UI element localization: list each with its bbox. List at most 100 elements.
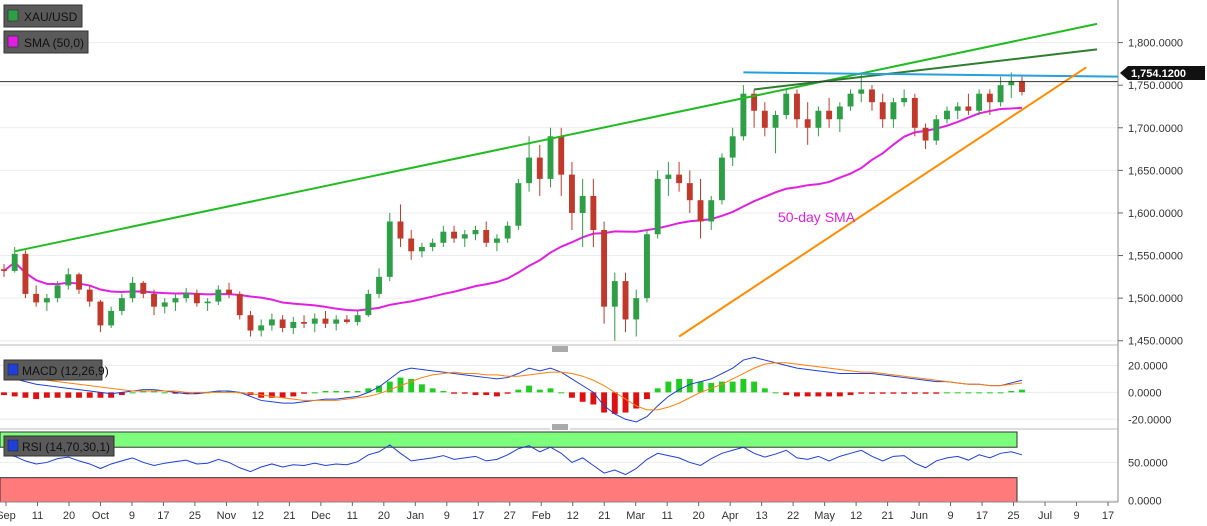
macd-hist-bar [965, 392, 972, 394]
sma-legend-text: SMA (50,0) [24, 36, 84, 50]
candle-body [258, 325, 265, 331]
macd-hist-bar [536, 389, 543, 393]
macd-hist-bar [301, 392, 307, 394]
pane-resize-handle[interactable] [550, 424, 570, 430]
candle-body [97, 301, 104, 326]
x-tick-label: 17 [976, 510, 988, 522]
candle-body [43, 298, 50, 303]
price-tick-label: 1,650.0000 [1128, 165, 1183, 177]
axes [0, 0, 1119, 503]
macd-hist-bar [151, 391, 157, 393]
candle-body [290, 322, 297, 328]
candle-body [719, 157, 725, 201]
candle-body [311, 318, 318, 324]
candle-body [215, 289, 222, 302]
candle-body [140, 282, 147, 294]
channel-mid-line [753, 48, 1098, 91]
price-tick-label: 1,550.0000 [1128, 251, 1183, 263]
macd-hist-bar [483, 392, 490, 396]
rsi-legend[interactable]: RSI (14,70,30,1) [3, 435, 115, 457]
macd-hist-bar [429, 388, 436, 393]
macd-hist-bar [418, 384, 425, 393]
x-tick-label: 25 [1007, 510, 1019, 522]
macd-hist-bar [333, 391, 340, 393]
macd-hist-bar [890, 392, 897, 394]
macd-hist-bar [397, 377, 404, 393]
macd-hist-bar [590, 392, 597, 405]
candle-body [804, 119, 811, 128]
candle-body [365, 293, 372, 316]
candle-body [933, 119, 940, 141]
pane-resize-handle[interactable] [550, 346, 570, 352]
rsi-zones [0, 431, 1018, 503]
candle-body [751, 93, 758, 111]
macd-hist-bar [804, 392, 811, 397]
macd-line-path [3, 356, 1023, 423]
macd-hist-bar [386, 381, 393, 393]
macd-hist-bar [633, 392, 640, 409]
macd-hist-bar [783, 392, 790, 396]
macd-hist-bar [1019, 389, 1025, 393]
candle-body [504, 225, 511, 239]
macd-hist-bar [108, 392, 115, 398]
macd-hist-bar [504, 392, 511, 394]
macd-hist-bar [944, 392, 950, 394]
x-tick-label: Sep [0, 510, 16, 522]
price-tick-label: 1,700.0000 [1128, 123, 1183, 135]
candle-body [601, 230, 608, 307]
rsi-oversold-zone [0, 477, 1018, 503]
macd-hist-bar [933, 392, 940, 394]
macd-hist-bar [322, 391, 329, 393]
candle-body [922, 127, 929, 141]
candle-body [590, 195, 597, 230]
macd-hist-bar [911, 392, 918, 394]
symbol-label[interactable]: XAU/USD [3, 4, 83, 28]
sma-legend[interactable]: SMA (50,0) [3, 30, 89, 54]
price-tick-label: 1,600.0000 [1128, 208, 1183, 220]
macd-hist-bar [86, 392, 93, 398]
price-tick-label: 1,450.0000 [1128, 336, 1183, 348]
macd-lines [3, 356, 1023, 423]
price-grid [0, 42, 1118, 342]
macd-hist-bar [215, 391, 222, 393]
candle-body [301, 322, 307, 324]
candle-body [183, 293, 190, 299]
candle-body [172, 298, 179, 303]
macd-legend[interactable]: MACD (12,26,9) [3, 359, 109, 381]
rsi-path [3, 444, 1023, 476]
x-tick-label: 20 [693, 510, 705, 522]
x-tick-label: May [814, 510, 835, 522]
candle-body [836, 106, 843, 120]
candle-body [869, 89, 875, 103]
macd-hist-bar [826, 392, 833, 397]
candle-body [226, 289, 232, 294]
macd-hist-bar [515, 389, 522, 393]
macd-hist-bar [140, 391, 147, 393]
macd-hist-bar [268, 392, 275, 398]
candle-body [879, 102, 886, 120]
candle-body [858, 89, 865, 94]
macd-tick-label: -20.0000 [1128, 414, 1171, 426]
macd-hist-bar [11, 392, 18, 397]
macd-hist-bar [493, 392, 500, 397]
candle-body [676, 174, 683, 184]
macd-hist-bar [43, 392, 50, 398]
macd-legend-text: MACD (12,26,9) [22, 364, 109, 378]
candle-body [151, 293, 157, 307]
candle-body [986, 93, 993, 103]
candle-body [461, 234, 468, 239]
rsi-line [3, 444, 1023, 476]
macd-hist-bar [869, 392, 875, 394]
sma-annotation: 50-day SMA [778, 209, 856, 225]
x-tick-label: Jun [910, 510, 928, 522]
candle-body [397, 221, 404, 239]
candle-body [472, 230, 479, 235]
macd-hist-bar [472, 392, 479, 396]
macd-hist-bar [33, 392, 40, 400]
price-tick-label: 1,500.0000 [1128, 293, 1183, 305]
candle-body [408, 238, 415, 252]
macd-hist-bar [729, 381, 736, 393]
price-tick-label: 1,800.0000 [1128, 38, 1183, 50]
candle-body [118, 298, 125, 311]
macd-hist-bar [408, 378, 415, 393]
